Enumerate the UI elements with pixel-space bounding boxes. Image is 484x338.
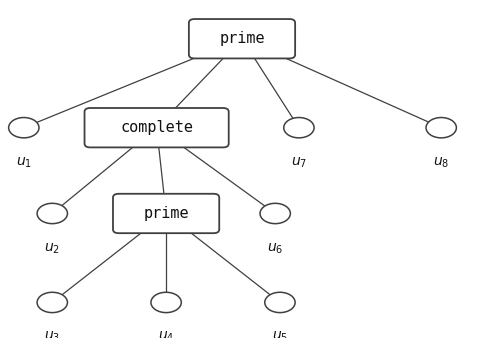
Text: $u_8$: $u_8$ — [433, 155, 449, 170]
Text: $u_7$: $u_7$ — [291, 155, 307, 170]
Circle shape — [265, 292, 295, 313]
Text: prime: prime — [143, 206, 189, 221]
Text: $u_1$: $u_1$ — [16, 155, 32, 170]
Text: prime: prime — [219, 31, 265, 46]
Text: $u_5$: $u_5$ — [272, 330, 288, 338]
FancyBboxPatch shape — [189, 19, 295, 58]
Text: $u_6$: $u_6$ — [267, 241, 283, 256]
Circle shape — [284, 118, 314, 138]
Text: $u_4$: $u_4$ — [158, 330, 174, 338]
Circle shape — [37, 203, 67, 224]
Circle shape — [151, 292, 182, 313]
Circle shape — [37, 292, 67, 313]
Text: complete: complete — [120, 120, 193, 135]
Circle shape — [9, 118, 39, 138]
Text: $u_2$: $u_2$ — [44, 241, 60, 256]
FancyBboxPatch shape — [85, 108, 229, 147]
FancyBboxPatch shape — [113, 194, 219, 233]
Circle shape — [426, 118, 456, 138]
Circle shape — [260, 203, 290, 224]
Text: $u_3$: $u_3$ — [44, 330, 60, 338]
